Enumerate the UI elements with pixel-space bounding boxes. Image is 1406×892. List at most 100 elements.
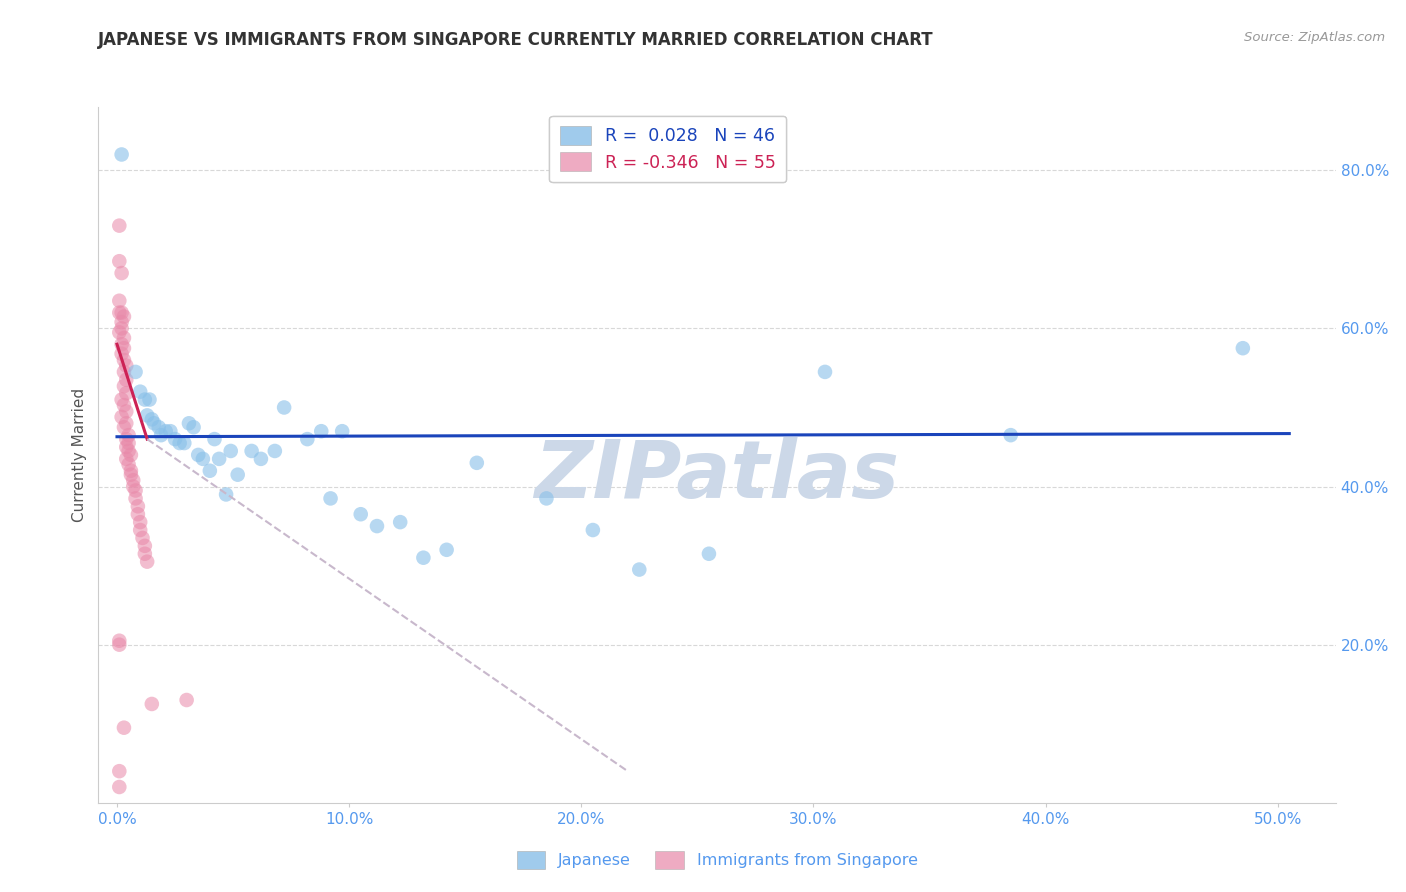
Point xyxy=(191,451,214,466)
Point xyxy=(115,417,138,431)
Point xyxy=(112,365,135,379)
Point xyxy=(350,507,373,521)
Point xyxy=(117,436,139,450)
Point xyxy=(219,444,242,458)
Point xyxy=(115,440,138,454)
Point xyxy=(112,341,135,355)
Point xyxy=(122,473,145,487)
Point xyxy=(330,424,353,438)
Point xyxy=(111,321,134,335)
Point xyxy=(177,417,200,431)
Text: JAPANESE VS IMMIGRANTS FROM SINGAPORE CURRENTLY MARRIED CORRELATION CHART: JAPANESE VS IMMIGRANTS FROM SINGAPORE CU… xyxy=(98,31,934,49)
Point xyxy=(134,539,156,553)
Point xyxy=(150,428,173,442)
Point xyxy=(115,404,138,418)
Point xyxy=(628,563,651,577)
Point xyxy=(117,458,139,472)
Point xyxy=(111,347,134,361)
Point xyxy=(204,432,226,446)
Point xyxy=(112,721,135,735)
Point xyxy=(226,467,249,482)
Point xyxy=(141,697,163,711)
Point xyxy=(108,764,131,779)
Point xyxy=(155,424,177,438)
Point xyxy=(173,436,195,450)
Point xyxy=(436,542,458,557)
Point xyxy=(134,547,156,561)
Point xyxy=(117,428,139,442)
Point xyxy=(198,464,221,478)
Point xyxy=(465,456,488,470)
Point xyxy=(127,500,149,514)
Point xyxy=(215,487,238,501)
Point xyxy=(112,310,135,324)
Point xyxy=(129,515,152,529)
Point xyxy=(111,147,134,161)
Point xyxy=(111,392,134,407)
Point xyxy=(536,491,558,506)
Point xyxy=(319,491,342,506)
Point xyxy=(309,424,332,438)
Point xyxy=(115,451,138,466)
Point xyxy=(297,432,319,446)
Point xyxy=(115,359,138,373)
Point xyxy=(582,523,605,537)
Point xyxy=(134,392,156,407)
Point xyxy=(111,266,134,280)
Point xyxy=(124,483,146,498)
Point xyxy=(240,444,263,458)
Point xyxy=(108,780,131,794)
Point xyxy=(176,693,198,707)
Point xyxy=(163,432,186,446)
Point xyxy=(108,326,131,340)
Point xyxy=(366,519,388,533)
Point xyxy=(183,420,205,434)
Point xyxy=(129,384,152,399)
Point xyxy=(389,515,412,529)
Point xyxy=(131,531,153,545)
Y-axis label: Currently Married: Currently Married xyxy=(72,388,87,522)
Point xyxy=(111,409,134,424)
Point xyxy=(697,547,720,561)
Point xyxy=(111,337,134,351)
Point xyxy=(120,448,142,462)
Point xyxy=(112,420,135,434)
Point xyxy=(120,464,142,478)
Point xyxy=(117,444,139,458)
Point xyxy=(112,379,135,393)
Legend: R =  0.028   N = 46, R = -0.346   N = 55: R = 0.028 N = 46, R = -0.346 N = 55 xyxy=(550,116,786,182)
Point xyxy=(108,633,131,648)
Point xyxy=(124,491,146,506)
Point xyxy=(187,448,209,462)
Point xyxy=(129,523,152,537)
Point xyxy=(412,550,434,565)
Point xyxy=(159,424,181,438)
Point xyxy=(108,305,131,319)
Text: Source: ZipAtlas.com: Source: ZipAtlas.com xyxy=(1244,31,1385,45)
Point xyxy=(138,392,160,407)
Legend: Japanese, Immigrants from Singapore: Japanese, Immigrants from Singapore xyxy=(510,845,924,875)
Point xyxy=(108,219,131,233)
Point xyxy=(141,412,163,426)
Point xyxy=(1000,428,1022,442)
Point xyxy=(143,417,166,431)
Text: ZIPatlas: ZIPatlas xyxy=(534,437,900,515)
Point xyxy=(108,254,131,268)
Point xyxy=(111,305,134,319)
Point xyxy=(122,479,145,493)
Point xyxy=(136,409,159,423)
Point xyxy=(108,293,131,308)
Point xyxy=(108,638,131,652)
Point xyxy=(169,436,191,450)
Point xyxy=(250,451,273,466)
Point xyxy=(112,331,135,345)
Point xyxy=(814,365,837,379)
Point xyxy=(124,365,146,379)
Point xyxy=(115,373,138,387)
Point xyxy=(136,555,159,569)
Point xyxy=(111,315,134,329)
Point xyxy=(208,451,231,466)
Point xyxy=(115,386,138,401)
Point xyxy=(1232,341,1254,355)
Point xyxy=(127,507,149,521)
